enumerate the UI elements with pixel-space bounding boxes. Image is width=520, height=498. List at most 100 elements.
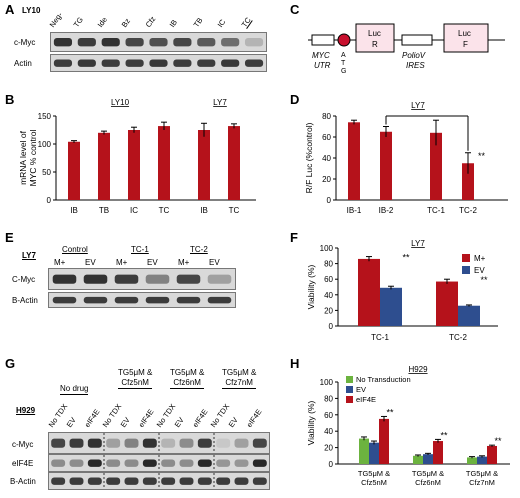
x-tick-label: IB-2 [379,206,394,215]
panel-d-chart: 0 20 40 60 80 R/F Luc (%control) IB-1 IB-2 TC-1 T… [304,101,508,215]
bar [369,442,379,464]
bar [458,305,480,326]
bar [413,455,423,464]
y-tick-label: 80 [324,394,333,403]
blot-band [161,459,176,467]
blot-band [77,59,96,67]
bar [430,132,442,200]
blot-band [173,38,192,47]
panel-f-chart: 0 20 40 60 80 100 Viability (%) ** TC-1 ** TC-2 LY7… [306,239,498,342]
blot-band [234,459,249,467]
group-label-ly10: LY10 [111,98,130,107]
legend-label: EV [474,266,485,275]
blot-band [106,477,121,485]
panel-g-group-label: TG5μM & Cfz6nM [170,368,205,389]
blot-band [179,477,194,485]
blot-band [244,59,264,67]
panel-g-blot-bactin [48,472,270,490]
bar [158,126,170,200]
blot-band [52,296,77,304]
bar [359,438,369,464]
myc-utr-box [311,34,335,46]
blot-band [77,38,96,47]
panel-e-cell-line: LY7 [22,251,36,260]
panel-a-cell-line: LY10 [22,6,41,15]
panel-g-lane-label: EV [64,415,78,429]
panel-b-chart: 0 50 100 150 mRNA level of MYC % control IB TB I… [18,98,256,215]
panel-e-letter: E [5,230,14,245]
x-tick-label: IB-1 [347,206,362,215]
bar [462,163,474,200]
ires-label: IRES [406,61,425,70]
y-tick-label: 20 [324,306,333,315]
blot-band [52,274,77,284]
chart-title: H929 [408,365,428,374]
blot-band [69,477,84,485]
x-tick-label: TC-1 [427,206,445,215]
y-tick-label: 0 [329,322,334,331]
bar [379,418,389,464]
x-tick-label: TC-2 [449,333,467,342]
legend-label: No Transduction [356,375,411,384]
blot-band [216,438,231,448]
panel-a-lane-label: TG [71,15,85,29]
blot-band [87,459,102,467]
y-tick-label: 150 [38,112,52,121]
y-tick-label: 80 [322,112,331,121]
bar [380,287,402,326]
panel-a-lane-label: TC [239,15,253,29]
y-tick-label: 0 [47,196,52,205]
bar [467,457,477,464]
panel-g-group-label: TG5μM & Cfz7nM [222,368,257,389]
legend-label: M+ [474,254,486,263]
bar [128,130,140,200]
panel-a-lane-label: IC [215,17,228,29]
blot-band [69,438,84,448]
blot-band [142,459,157,467]
blot-band [145,296,170,304]
blot-band [69,459,84,467]
panel-e-group-control: Control [62,245,88,254]
blot-band [149,38,168,47]
significance-mark: ** [440,430,448,440]
y-tick-label: 40 [324,291,333,300]
blot-band [124,438,139,448]
x-tick-label: TG5μM & [412,469,444,478]
blot-band [149,59,168,67]
blot-band [101,38,120,47]
panel-g-lane-label: EV [226,415,240,429]
x-tick-label: TG5μM & [466,469,498,478]
chart-title: LY7 [411,239,425,248]
blot-band [252,477,267,485]
y-tick-label: 40 [324,427,333,436]
panel-a-lane-label: Neg- [47,10,65,29]
x-tick-label: TC [229,206,240,215]
significance-mark: ** [386,407,394,417]
blot-band [252,438,267,448]
panel-g-row-eif4e: eIF4E [12,459,34,468]
luc-r-box [355,23,395,53]
luc-r-label-1: Luc [368,29,381,38]
blot-band [161,438,176,448]
bar [348,122,360,200]
panel-e-group-tc1: TC-1 [131,245,149,254]
blot-band [101,59,120,67]
bar [423,454,433,464]
x-tick-label: IC [130,206,138,215]
x-tick-label: Cfz7nM [469,478,495,487]
luc-f-label-2: F [463,40,468,49]
panel-g-row-cmyc: c-Myc [12,440,34,449]
significance-mark: ** [480,275,488,285]
y-axis-label: Viability (%) [306,264,316,309]
panel-e-lane-label: EV [147,258,158,267]
legend-swatch [346,396,353,403]
panel-g-group-label: TG5μM & Cfz5nM [118,368,153,389]
panel-a-lane-label: IB [167,18,180,29]
panel-g-blot-cmyc [48,432,270,454]
blot-band [197,38,216,47]
legend-swatch [462,266,470,274]
blot-band [244,38,264,47]
panel-e-lane-label: EV [85,258,96,267]
group-label-ly7: LY7 [213,98,227,107]
